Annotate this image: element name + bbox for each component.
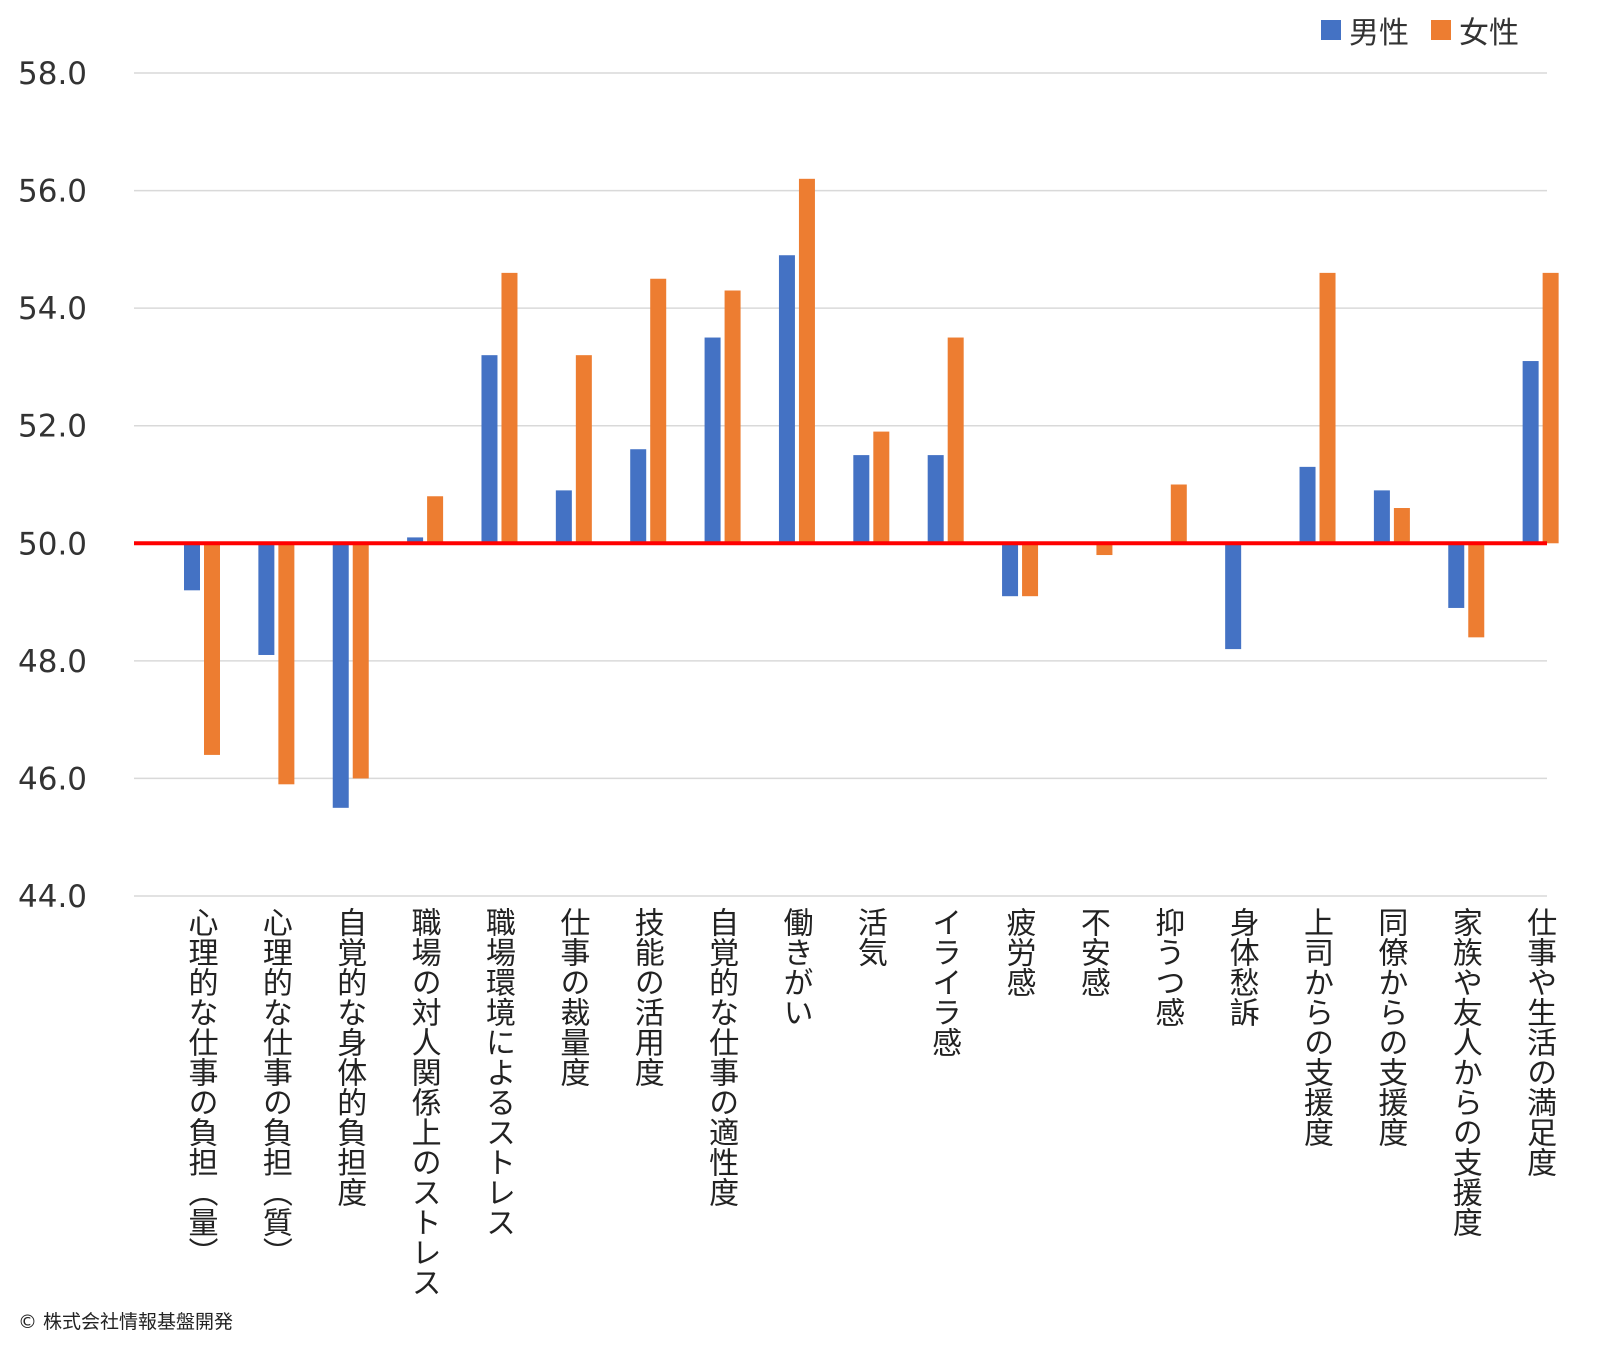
x-category-label: 職場環境によるストレス: [480, 907, 516, 1237]
bar-male: [853, 455, 870, 544]
bar-male: [1522, 361, 1539, 544]
y-tick-label: 46.0: [18, 761, 87, 797]
bar-female: [352, 543, 369, 779]
bar-male: [481, 355, 498, 544]
y-tick-label: 50.0: [18, 526, 87, 562]
bar-male: [704, 337, 721, 544]
x-category-label: 同僚からの支援度: [1372, 907, 1408, 1147]
bar-male: [630, 449, 647, 544]
y-tick-label: 56.0: [18, 174, 87, 210]
bar-male: [555, 490, 572, 544]
x-category-label: 抑うつ感: [1149, 907, 1184, 1027]
bar-female: [1096, 543, 1113, 556]
bar-female: [501, 272, 518, 544]
y-axis-tick-labels: 44.0 46.0 48.0 50.0 52.0 54.0 56.0 58.0: [18, 56, 87, 915]
bars: [184, 178, 1559, 808]
bar-female: [1170, 484, 1187, 544]
bar-female: [724, 290, 741, 544]
x-category-label: 職場の対人関係上のストレス: [406, 907, 442, 1297]
bar-female: [798, 178, 815, 544]
bar-female: [947, 337, 964, 544]
bar-female: [650, 278, 667, 544]
x-category-label: 技能の活用度: [629, 907, 665, 1087]
legend-label-female: 女性: [1459, 16, 1519, 51]
bar-female: [1022, 543, 1039, 597]
copyright-notice: © 株式会社情報基盤開発: [18, 1311, 234, 1333]
bar-female: [1468, 543, 1485, 638]
bar-male: [927, 455, 944, 544]
x-category-label: 不安感: [1075, 907, 1110, 997]
x-category-label: 心理的な仕事の負担（質）: [257, 907, 293, 1267]
x-category-label: 働きがい: [777, 907, 813, 1027]
bar-male: [184, 543, 200, 591]
x-category-label: 家族や友人からの支援度: [1447, 907, 1483, 1237]
x-category-label: 自覚的な仕事の適性度: [703, 907, 739, 1207]
y-tick-label: 58.0: [18, 56, 87, 92]
legend-swatch-male: [1321, 20, 1341, 40]
bar-male: [332, 543, 349, 808]
x-category-label: 疲労感: [1001, 907, 1037, 997]
x-category-label: 上司からの支援度: [1298, 907, 1334, 1147]
x-category-label: 仕事の裁量度: [554, 907, 590, 1087]
bar-male: [778, 255, 795, 544]
bar-female: [204, 543, 220, 755]
bar-male: [1448, 543, 1465, 608]
bar-female: [278, 543, 295, 785]
bar-female: [1542, 272, 1559, 544]
x-category-label: 活気: [852, 907, 887, 967]
legend-item-female: 女性: [1431, 8, 1519, 52]
legend: 男性 女性: [1299, 8, 1519, 52]
bar-male: [1299, 466, 1316, 544]
bar-male: [1373, 490, 1390, 544]
bar-male: [258, 543, 275, 655]
bar-female: [427, 496, 444, 544]
bar-female: [575, 355, 592, 544]
bar-male: [1002, 543, 1019, 597]
bar-male: [407, 537, 424, 544]
bar-female: [1393, 508, 1410, 544]
legend-label-male: 男性: [1349, 16, 1409, 51]
y-tick-label: 54.0: [18, 291, 87, 327]
bar-female: [1319, 272, 1336, 544]
x-category-label: 仕事や生活の満足度: [1521, 907, 1557, 1177]
bar-male: [1225, 543, 1242, 650]
legend-item-male: 男性: [1321, 8, 1409, 52]
legend-swatch-female: [1431, 20, 1451, 40]
bar-female: [873, 431, 890, 544]
x-category-label: イライラ感: [926, 907, 961, 1057]
y-tick-label: 48.0: [18, 644, 87, 680]
x-category-label: 心理的な仕事の負担（量）: [183, 907, 219, 1267]
y-tick-label: 44.0: [18, 879, 87, 915]
y-tick-label: 52.0: [18, 409, 87, 445]
x-category-label: 自覚的な身体的負担度: [331, 907, 367, 1207]
x-category-label: 身体愁訴: [1224, 907, 1260, 1027]
x-axis-category-labels: 心理的な仕事の負担（量） 心理的な仕事の負担（質） 自覚的な身体的負担度 職場の対人関…: [183, 907, 1558, 1297]
